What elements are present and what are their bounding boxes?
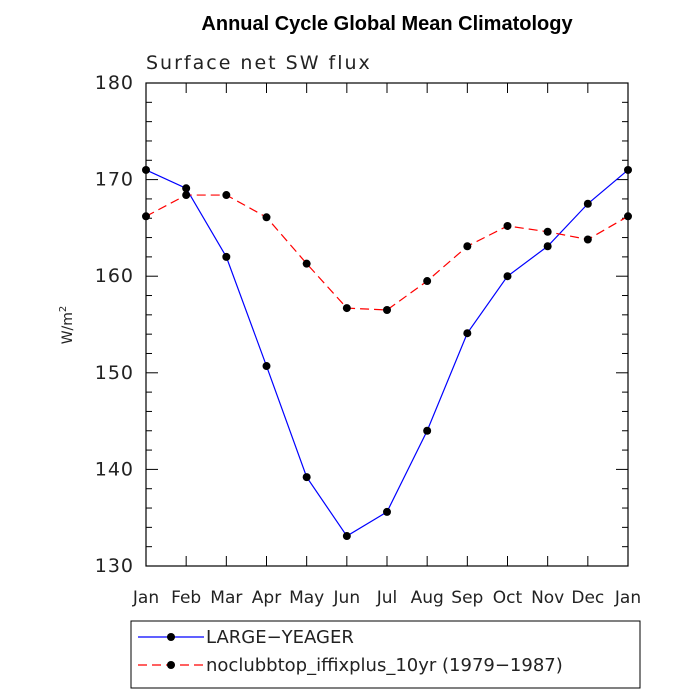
data-point [423, 426, 432, 435]
x-tick-label: Jan [614, 588, 641, 608]
data-point [182, 191, 191, 200]
data-point [222, 191, 231, 200]
legend-marker [167, 633, 175, 641]
y-tick-label: 170 [95, 169, 134, 191]
x-tick-label: Jun [333, 588, 361, 608]
y-tick-label: 150 [95, 362, 134, 384]
chart-title: Annual Cycle Global Mean Climatology [201, 13, 573, 35]
series-line [145, 169, 629, 537]
x-tick-label: Jan [132, 588, 159, 608]
x-tick-label: Aug [411, 588, 444, 608]
series-1 [142, 165, 632, 541]
data-point [342, 532, 351, 541]
axis-ticks: 130 140 150 160 170 180 Jan Feb Mar Apr May Jun Jul A… [95, 72, 641, 608]
x-tick-label: Sep [451, 588, 483, 608]
legend-box [130, 620, 641, 689]
data-point [262, 213, 271, 222]
legend-marker [167, 661, 175, 669]
data-point [342, 304, 351, 313]
data-point [624, 165, 632, 174]
data-point [302, 259, 311, 268]
data-point [222, 252, 231, 261]
legend-label: LARGE−YEAGER [206, 627, 354, 648]
x-tick-label: Jul [376, 588, 398, 608]
y-tick-label: 160 [95, 265, 134, 287]
data-point [383, 507, 391, 516]
data-point [463, 329, 472, 338]
plot-frame [145, 82, 629, 567]
data-point [423, 277, 432, 286]
x-tick-label: Apr [252, 588, 281, 608]
x-tick-label: Feb [171, 588, 201, 608]
data-point [503, 272, 512, 281]
series-line [145, 194, 629, 311]
data-point [262, 362, 271, 371]
y-tick-label: 130 [95, 555, 134, 577]
legend-label: noclubbtop_iffixplus_10yr (1979−1987) [206, 655, 563, 676]
y-tick-label: 180 [95, 72, 134, 94]
data-point [583, 199, 592, 208]
data-point [543, 242, 552, 251]
series-layer [142, 165, 632, 541]
chart-subtitle: Surface net SW flux [146, 52, 372, 74]
x-tick-label: Oct [493, 588, 523, 608]
y-axis-label: W/m2 [58, 306, 76, 345]
series-2 [142, 191, 632, 315]
data-point [583, 235, 592, 244]
data-point [142, 212, 150, 221]
x-tick-label: Dec [571, 588, 604, 608]
x-tick-label: May [289, 588, 324, 608]
y-tick-label: 140 [95, 458, 134, 480]
data-point [142, 165, 150, 174]
data-point [503, 221, 512, 230]
data-point [463, 242, 472, 251]
data-point [543, 227, 552, 236]
data-point [302, 473, 311, 482]
x-tick-label: Nov [531, 588, 564, 608]
data-point [624, 212, 632, 221]
legend: LARGE−YEAGER noclubbtop_iffixplus_10yr (1… [138, 627, 563, 676]
data-point [383, 306, 391, 315]
y-axis-label-superscript: 2 [58, 306, 69, 312]
x-tick-label: Mar [210, 588, 242, 608]
data-point [182, 184, 191, 193]
